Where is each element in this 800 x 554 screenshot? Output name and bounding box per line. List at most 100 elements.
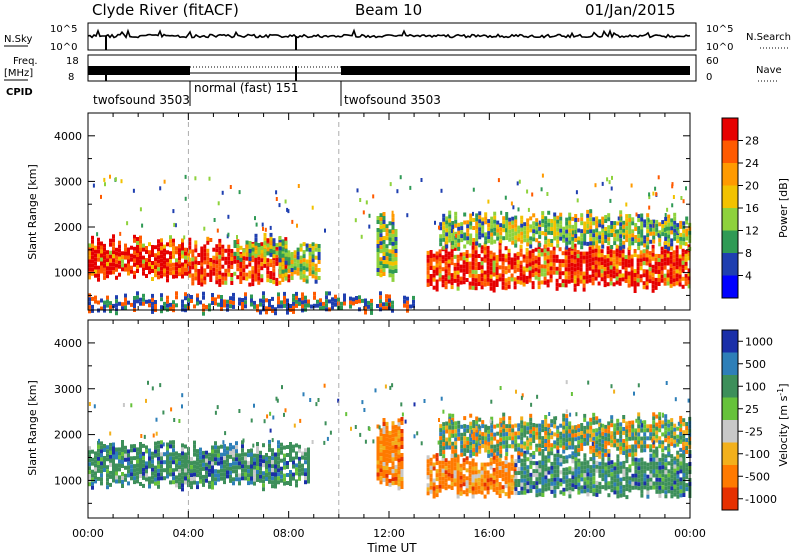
heatmap-cell [284, 265, 288, 270]
heatmap-cell [151, 455, 154, 460]
heatmap-cell [592, 229, 596, 234]
heatmap-cell [148, 258, 151, 263]
heatmap-cell [118, 252, 121, 257]
heatmap-cell [136, 269, 139, 273]
heatmap-cell [499, 425, 503, 430]
heatmap-cell [535, 477, 539, 482]
heatmap-cell [139, 263, 142, 268]
heatmap-cell [627, 283, 631, 288]
heatmap-cell [238, 473, 241, 478]
heatmap-cell [538, 431, 542, 436]
freq-left-label-1: Freq. [13, 56, 38, 67]
sparse-echo [500, 423, 503, 428]
heatmap-cell [673, 228, 677, 233]
heatmap-cell [250, 448, 253, 453]
heatmap-cell [379, 269, 383, 274]
heatmap-cell [502, 220, 506, 225]
heatmap-cell [438, 257, 442, 262]
heatmap-cell [223, 452, 226, 457]
heatmap-cell [490, 440, 494, 445]
sparse-echo [194, 176, 197, 181]
heatmap-cell [507, 280, 511, 285]
heatmap-cell [218, 254, 222, 259]
heatmap-cell [444, 265, 448, 270]
heatmap-cell [625, 479, 629, 484]
heatmap-cell [604, 227, 608, 231]
heatmap-cell [166, 250, 169, 255]
heatmap-cell [640, 225, 644, 230]
heatmap-cell [277, 444, 280, 449]
heatmap-cell [400, 441, 404, 445]
sparse-echo [536, 394, 539, 399]
heatmap-cell [438, 253, 442, 258]
heatmap-cell [454, 219, 458, 224]
heatmap-cell [619, 226, 623, 231]
heatmap-cell [676, 239, 680, 244]
heatmap-cell [628, 480, 632, 485]
heatmap-cell [426, 455, 430, 460]
heatmap-cell [205, 474, 208, 479]
heatmap-cell [576, 274, 580, 279]
heatmap-cell [175, 479, 178, 484]
heatmap-cell [505, 220, 509, 224]
heatmap-cell [106, 445, 109, 450]
heatmap-cell [526, 422, 530, 427]
heatmap-cell [448, 425, 452, 430]
heatmap-cell [508, 229, 512, 234]
heatmap-cell [254, 253, 258, 258]
heatmap-cell [263, 252, 267, 257]
heatmap-cell [88, 454, 91, 459]
heatmap-cell [510, 478, 514, 483]
heatmap-cell [385, 260, 389, 265]
sparse-echo [448, 418, 451, 423]
heatmap-cell [142, 259, 145, 264]
heatmap-cell [652, 416, 656, 421]
heatmap-cell [472, 452, 476, 456]
heatmap-cell [520, 444, 524, 449]
heatmap-cell [100, 245, 103, 250]
heatmap-cell [453, 270, 457, 275]
heatmap-cell [520, 482, 524, 487]
heatmap-cell [499, 227, 503, 232]
heatmap-cell [520, 478, 524, 483]
sparse-echo [181, 393, 184, 398]
heatmap-cell [540, 268, 544, 273]
heatmap-cell [556, 235, 560, 240]
heatmap-cell [379, 460, 383, 465]
heatmap-cell [245, 252, 249, 257]
heatmap-cell [522, 274, 526, 279]
heatmap-cell [534, 255, 538, 260]
heatmap-cell [541, 428, 545, 433]
heatmap-cell [91, 469, 94, 474]
sparse-echo [610, 186, 613, 191]
heatmap-cell [604, 462, 608, 467]
heatmap-cell [504, 282, 508, 287]
heatmap-cell [385, 457, 389, 462]
heatmap-cell [487, 449, 491, 454]
sparse-echo [147, 380, 149, 385]
heatmap-cell [556, 441, 560, 446]
heatmap-cell [601, 236, 605, 241]
heatmap-cell [498, 241, 502, 246]
heatmap-cell [574, 433, 578, 438]
heatmap-cell [283, 295, 286, 300]
heatmap-cell [391, 308, 394, 313]
sparse-echo [275, 190, 278, 195]
heatmap-cell [565, 426, 569, 431]
heatmap-cell [163, 305, 166, 310]
heatmap-cell [460, 432, 464, 437]
heatmap-cell [218, 250, 222, 255]
heatmap-cell [679, 419, 683, 424]
heatmap-cell [236, 239, 240, 244]
heatmap-cell [568, 478, 572, 483]
heatmap-cell [278, 258, 282, 263]
heatmap-cell [199, 447, 202, 452]
noise-panel-frame [87, 22, 697, 51]
heatmap-cell [376, 232, 380, 236]
heatmap-cell [622, 488, 626, 493]
heatmap-cell [570, 258, 574, 263]
heatmap-cell [558, 283, 562, 288]
heatmap-cell [531, 261, 535, 266]
heatmap-cell [649, 477, 653, 482]
heatmap-cell [451, 413, 455, 418]
